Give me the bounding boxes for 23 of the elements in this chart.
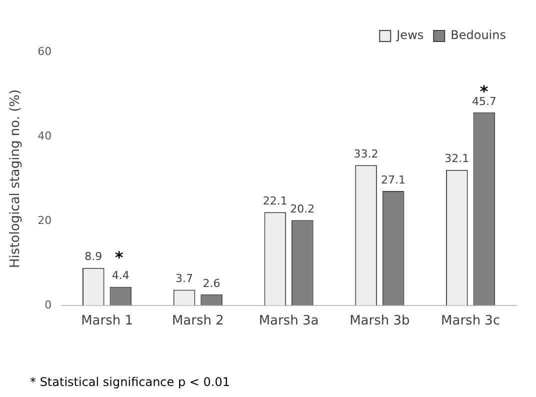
x-tick-label: Marsh 1 xyxy=(81,314,134,329)
y-tick-label: 60 xyxy=(38,44,52,58)
data-label: 3.7 xyxy=(176,272,194,286)
data-label: 33.2 xyxy=(354,148,378,161)
data-label: 32.1 xyxy=(444,152,470,166)
data-label: 22.1 xyxy=(262,194,288,208)
legend-label: Bedouins xyxy=(450,28,506,42)
y-axis-title: Histological staging no. (%) xyxy=(8,89,24,268)
data-label: 4.4 xyxy=(112,269,130,282)
data-label: 2.6 xyxy=(202,276,220,290)
x-tick-label: Marsh 2 xyxy=(172,314,224,329)
x-tick-label: Marsh 3b xyxy=(350,314,410,329)
y-tick-label: 40 xyxy=(38,129,52,142)
data-label: 8.9 xyxy=(84,250,102,264)
x-tick-label: Marsh 3c xyxy=(441,314,500,329)
x-tick-label: Marsh 3a xyxy=(258,314,319,329)
y-tick-label: 20 xyxy=(38,214,52,227)
data-label: 20.2 xyxy=(290,202,315,216)
annotation: * xyxy=(114,248,124,268)
text: * Statistical significance p < 0.01 xyxy=(30,375,230,390)
data-label: 27.1 xyxy=(381,173,406,186)
y-tick-label: 0 xyxy=(44,298,52,312)
legend-label: Jews xyxy=(396,28,424,42)
